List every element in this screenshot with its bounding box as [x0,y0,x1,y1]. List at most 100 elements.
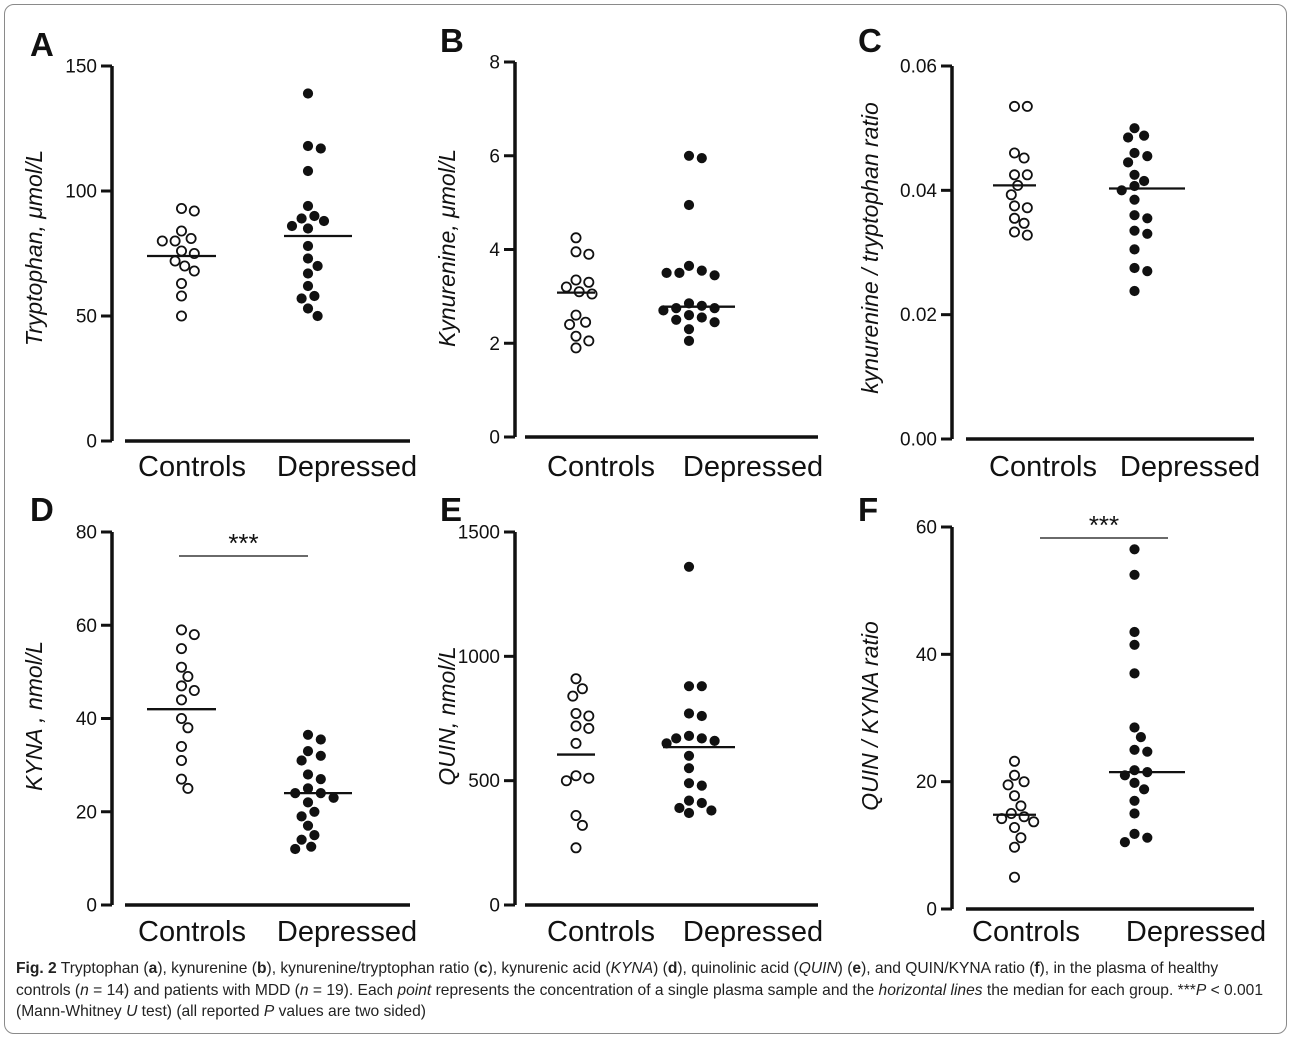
depressed-point [318,215,330,227]
control-point [570,770,582,782]
depressed-point [1123,157,1134,168]
x-category-label: Depressed [1120,451,1260,483]
caption-run: a [148,960,158,977]
depressed-point [696,153,707,164]
depressed-point [709,735,720,747]
caption-run: c [478,960,488,977]
depressed-point [1129,225,1140,236]
control-point [583,335,595,347]
depressed-point [696,710,707,722]
depressed-point [302,88,314,99]
depressed-point [302,729,314,740]
y-tick-label: 0.06 [900,57,937,78]
depressed-point [1129,544,1140,555]
control-point [188,685,200,697]
caption-run: QUIN [798,960,838,977]
x-category-label: Controls [138,916,246,948]
depressed-point [1129,210,1140,221]
control-point [570,330,582,342]
control-point [182,722,194,734]
y-tick-label: 8 [489,53,500,74]
caption-run: P [1195,981,1207,999]
caption-run: ), and QUIN/KYNA ratio ( [861,960,1035,977]
panel-label: D [30,491,54,528]
control-point [570,708,582,720]
control-point [175,680,187,692]
caption-run: test) (all reported [137,1003,264,1020]
depressed-point [302,797,314,808]
panel-label: B [440,22,464,59]
depressed-point [1129,194,1140,205]
depressed-point [696,265,707,276]
depressed-point [309,830,320,841]
depressed-point [1142,266,1153,277]
y-tick-label: 0.00 [900,430,937,451]
caption-run: d [667,960,678,977]
depressed-point [683,730,695,742]
control-point [583,248,595,260]
caption-fig-label: Fig. 2 [16,960,57,977]
control-point [583,710,595,722]
caption-run: values are two sided) [274,1003,426,1020]
y-axis-label: QUIN / KYNA ratio [857,621,883,811]
depressed-point [1139,175,1150,187]
control-point [175,245,187,257]
caption-run: = 19). Each [308,981,398,999]
control-point [1009,822,1021,834]
depressed-point [302,769,314,780]
depressed-point [1129,777,1140,789]
control-point [1009,169,1021,181]
control-point [175,661,187,673]
depressed-point [683,807,695,819]
control-point [182,782,194,794]
panel-label: F [858,491,878,528]
x-category-label: Depressed [277,451,417,483]
caption-run: n [80,981,89,999]
control-point [1009,212,1021,224]
depressed-point [302,746,314,757]
panel-f: F 0 20 40 60 QUIN / KYNA ratio Controls Depress… [857,491,1266,948]
control-point [1015,800,1027,812]
control-point [1018,217,1030,229]
depressed-point [296,811,307,822]
y-axis-label: Kynurenine, μmol/L [434,149,460,347]
y-tick-label: 20 [916,772,937,793]
depressed-point [302,268,314,279]
depressed-point [1123,132,1134,143]
control-point [185,232,197,244]
depressed-point [671,303,682,314]
caption-run: horizontal lines [878,981,983,999]
depressed-point [328,792,339,803]
control-point [182,671,194,683]
control-point [570,274,582,286]
depressed-point [286,220,298,232]
depressed-point [683,708,695,719]
caption-run: U [126,1003,138,1020]
depressed-point [1129,795,1140,806]
control-point [175,624,187,636]
control-point [1009,100,1021,112]
y-axis-label: Tryptophan, μmol/L [21,150,47,346]
depressed-point [302,253,314,264]
caption-run: ) ( [653,960,668,977]
y-tick-label: 0 [489,896,500,917]
control-point [570,810,582,822]
x-category-label: Controls [989,451,1097,483]
depressed-point [1142,832,1153,843]
y-tick-label: 40 [76,709,97,730]
control-point [1009,769,1021,781]
depressed-point [302,280,314,292]
y-tick-label: 0 [86,432,97,453]
depressed-point [696,312,707,323]
y-tick-label: 100 [65,182,97,203]
panel-e: E 0 500 1000 1500 QUIN, nmol/L Controls Depress… [434,491,823,948]
panel-d: D 0 20 40 60 80 KYNA , nmol/L Controls Depressed… [21,491,417,948]
panel-a: A 0 50 100 150 Tryptophan, μmol/L Controls Depr… [21,26,417,483]
y-tick-label: 0.02 [900,305,937,326]
depressed-point [1142,228,1153,239]
caption-text: Tryptophan (a), kynurenine (b), kynureni… [16,960,1263,1020]
caption-run: represents the concentration of a single… [431,981,879,999]
depressed-point [309,210,320,222]
figure-caption: Fig. 2 Tryptophan (a), kynurenine (b), k… [16,958,1276,1023]
control-point [175,643,187,655]
